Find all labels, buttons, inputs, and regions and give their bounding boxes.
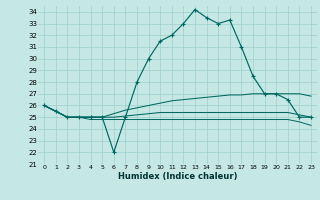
X-axis label: Humidex (Indice chaleur): Humidex (Indice chaleur) — [118, 172, 237, 181]
